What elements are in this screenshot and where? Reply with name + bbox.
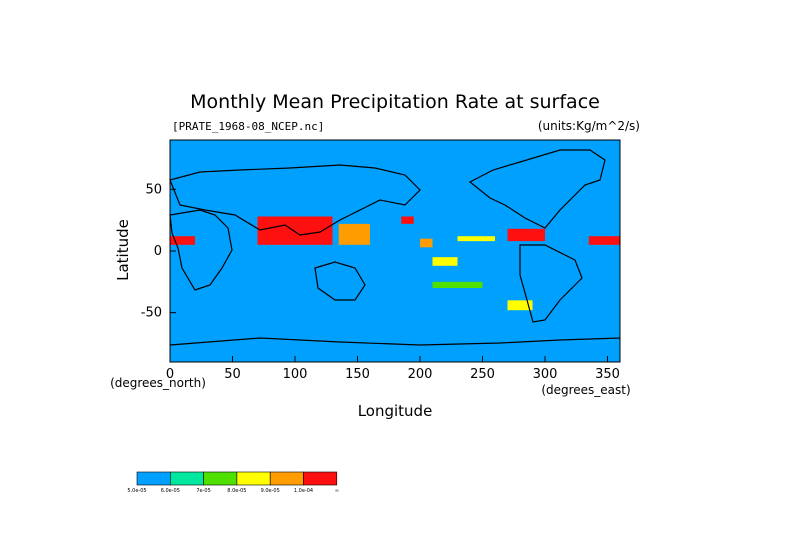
x-tick-label: 50	[224, 367, 241, 382]
x-tick-label: 0	[166, 367, 174, 382]
precip-region-1	[338, 223, 370, 245]
y-tick-label: 0	[154, 244, 162, 259]
x-axis-title: Longitude	[358, 402, 433, 420]
precip-region-2	[401, 216, 414, 224]
colorbar-label: 7e-05	[196, 488, 210, 494]
colorbar: 5.0e-05 6.0e-05 7e-05 8.0e-05 9.0e-05 1.0e-04…	[127, 471, 339, 494]
chart-title: Monthly Mean Precipitation Rate at surfa…	[190, 91, 600, 113]
colorbar-label: 6.0e-05	[161, 488, 180, 494]
x-tick-label: 250	[470, 367, 495, 382]
y-axis-unit: (degrees_north)	[110, 376, 206, 390]
precip-region-3	[420, 238, 433, 248]
antarctica-outline	[169, 337, 621, 346]
units-label: (units:Kg/m^2/s)	[538, 119, 640, 133]
africa-outline	[169, 209, 233, 291]
colorbar-swatch	[236, 471, 271, 486]
precip-region-4	[170, 236, 195, 245]
precip-region-8	[432, 257, 458, 266]
precip-region-7	[457, 236, 495, 242]
ocean-background	[170, 140, 620, 362]
precip-region-0	[257, 216, 333, 245]
x-tick-label: 300	[533, 367, 558, 382]
colorbar-swatch	[136, 471, 171, 486]
precip-region-10	[507, 300, 533, 311]
north-america-outline	[468, 149, 606, 229]
colorbar-label: ∞	[335, 488, 339, 494]
eurasia-outline	[169, 164, 421, 236]
colorbar-label: 8.0e-05	[227, 488, 246, 494]
colorbar-swatch	[269, 471, 304, 486]
colorbar-swatch	[303, 471, 338, 486]
colorbar-swatch	[203, 471, 238, 486]
x-axis-unit: (degrees_east)	[541, 383, 630, 397]
x-tick-label: 200	[408, 367, 433, 382]
colorbar-swatch	[170, 471, 204, 486]
x-axis-ticks: 0 50 100 150 200 250 300 350	[166, 356, 620, 382]
x-tick-label: 350	[595, 367, 620, 382]
y-axis-ticks: -50 0 50	[141, 182, 176, 321]
precip-region-5	[507, 228, 545, 242]
y-tick-label: 50	[145, 182, 162, 197]
colorbar-label: 9.0e-05	[261, 488, 280, 494]
y-axis-title: Latitude	[114, 219, 132, 281]
y-tick-label: -50	[141, 306, 162, 321]
map-plot	[170, 140, 620, 362]
continent-outlines	[169, 149, 621, 346]
precip-region-9	[432, 281, 483, 288]
australia-outline	[314, 261, 366, 301]
south-america-outline	[519, 244, 583, 323]
x-tick-label: 100	[283, 367, 308, 382]
colorbar-label: 5.0e-05	[127, 488, 146, 494]
file-name-label: [PRATE_1968-08_NCEP.nc]	[172, 120, 324, 133]
colorbar-label: 1.0e-04	[294, 488, 313, 494]
x-tick-label: 150	[345, 367, 370, 382]
precip-region-6	[588, 236, 620, 245]
